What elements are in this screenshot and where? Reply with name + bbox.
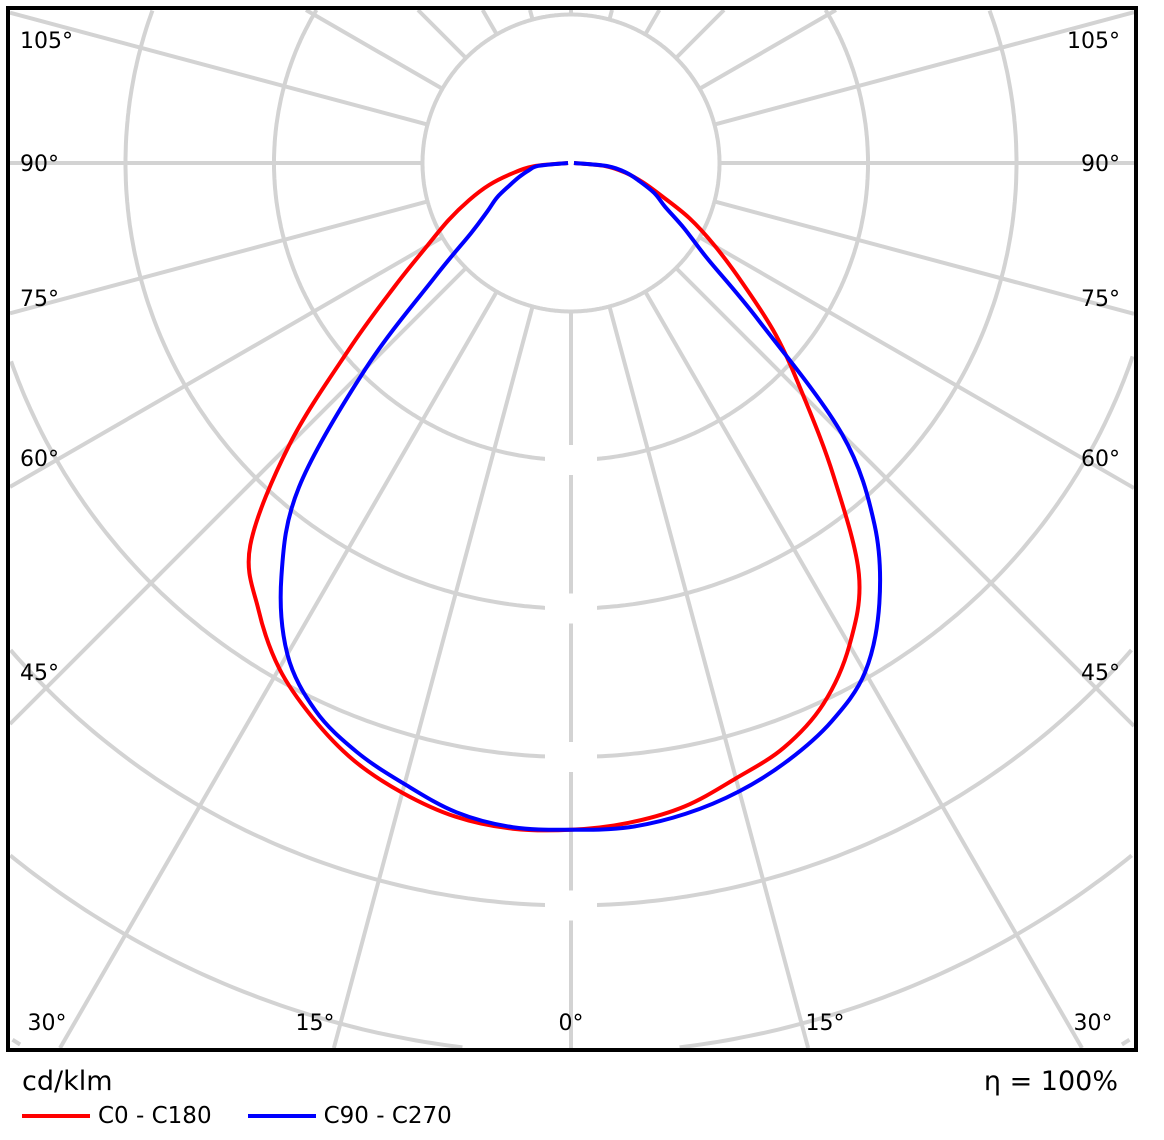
angle-label-bottom: 15° xyxy=(806,1011,845,1036)
grid-ring xyxy=(571,648,1133,908)
grid-ring xyxy=(11,1038,22,1047)
grid-ring xyxy=(9,360,571,759)
grid-spoke xyxy=(713,10,1135,127)
grid-ring xyxy=(571,355,1135,759)
grid-spoke xyxy=(698,8,838,91)
grid-spoke xyxy=(416,8,468,60)
angle-label-left: 75° xyxy=(20,287,59,312)
legend-label: C0 - C180 xyxy=(98,1103,212,1129)
angle-label-left: 45° xyxy=(20,661,59,686)
grid-spoke xyxy=(8,266,468,726)
grid-spoke xyxy=(9,10,429,127)
ring-label-box xyxy=(545,593,597,624)
legend-label: C90 - C270 xyxy=(323,1103,452,1129)
angle-label-bottom: 0° xyxy=(559,1011,584,1036)
polar-grid xyxy=(8,8,1136,1050)
angle-label-right: 45° xyxy=(1081,661,1120,686)
grid-ring xyxy=(571,9,1019,611)
legend-swatch-blue xyxy=(247,1114,316,1118)
grid-ring xyxy=(9,648,571,908)
unit-label: cd/klm xyxy=(22,1066,113,1097)
grid-spoke xyxy=(698,235,1136,490)
grid-spoke xyxy=(480,8,499,36)
ring-label-box xyxy=(545,890,597,921)
legend-item-c0-c180: C0 - C180 xyxy=(22,1102,212,1130)
grid-ring xyxy=(571,9,870,462)
grid-spoke xyxy=(9,235,444,489)
grid-ring xyxy=(9,853,463,1050)
legend-swatch-red xyxy=(22,1114,90,1118)
ring-label-box xyxy=(545,445,597,475)
angle-label-bottom: 30° xyxy=(28,1011,67,1036)
grid-spoke xyxy=(674,8,726,60)
grid-spoke xyxy=(643,8,662,36)
grid-ring xyxy=(272,9,571,462)
angle-label-bottom: 15° xyxy=(296,1011,335,1036)
angle-label-left: 90° xyxy=(20,152,59,177)
chart-frame xyxy=(6,6,1138,1052)
curve-c0-c180 xyxy=(246,161,862,833)
angle-label-right: 105° xyxy=(1067,29,1120,54)
angle-label-right: 75° xyxy=(1081,287,1120,312)
ring-label-box xyxy=(545,742,597,772)
grid-spoke xyxy=(331,305,535,1049)
angle-label-left: 60° xyxy=(20,447,59,472)
grid-spoke xyxy=(713,199,1135,316)
legend: C0 - C180 C90 - C270 xyxy=(22,1102,488,1130)
angle-label-bottom: 30° xyxy=(1074,1011,1113,1036)
grid-ring xyxy=(1120,1038,1131,1047)
grid-ring xyxy=(420,12,722,314)
grid-spoke xyxy=(674,266,1136,728)
grid-spoke xyxy=(607,9,614,21)
grid-spoke xyxy=(9,199,429,316)
efficiency-label: η = 100% xyxy=(983,1066,1118,1097)
angle-label-right: 90° xyxy=(1081,152,1120,177)
legend-item-c90-c270: C90 - C270 xyxy=(247,1102,452,1130)
grid-spoke xyxy=(643,290,1084,1049)
angle-label-left: 105° xyxy=(20,29,73,54)
angle-labels: 105° 105° 90° 90° 75° 75° 60° 60° 45° 45° 30° 15° 0°… xyxy=(20,29,1120,1036)
grid-ring xyxy=(679,853,1133,1050)
grid-spoke xyxy=(304,8,444,91)
grid-spoke xyxy=(528,9,535,21)
curve-c90-c270 xyxy=(278,161,883,832)
grid-ring xyxy=(123,9,571,611)
curves xyxy=(246,161,883,833)
angle-label-right: 60° xyxy=(1081,447,1120,472)
grid-spoke xyxy=(607,305,811,1049)
